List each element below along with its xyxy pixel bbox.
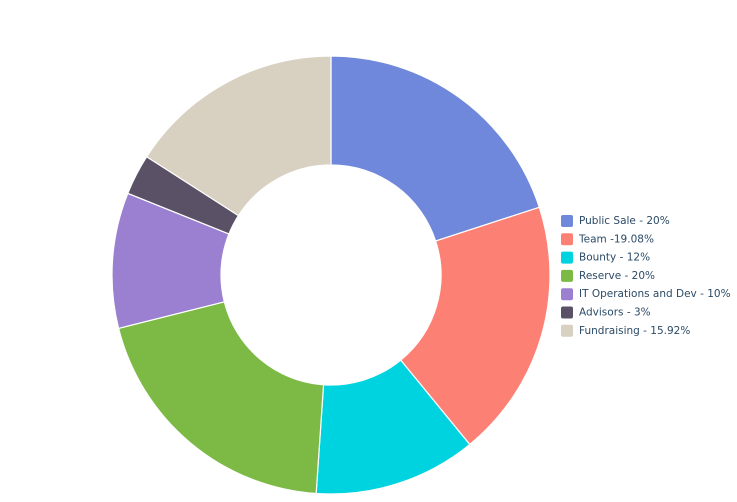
legend-swatch	[561, 324, 573, 337]
legend-label: Bounty - 12%	[579, 252, 650, 264]
legend-label: Fundraising - 15.92%	[579, 325, 690, 337]
legend-swatch	[561, 269, 573, 282]
legend-label: Team -19.08%	[578, 233, 654, 245]
donut-slice	[399, 206, 551, 446]
legend-swatch	[561, 251, 573, 264]
legend-label: Public Sale - 20%	[579, 215, 670, 227]
legend-swatch	[561, 233, 573, 246]
donut-slice	[330, 55, 541, 242]
legend-swatch	[561, 288, 573, 301]
donut-slice	[145, 55, 332, 217]
legend-label: Reserve - 20%	[579, 270, 655, 282]
legend-label: Advisors - 3%	[579, 307, 651, 319]
legend-swatch	[561, 215, 573, 227]
legend-label: IT Operations and Dev - 10%	[579, 288, 731, 300]
legend-swatch	[561, 306, 573, 319]
donut-slice	[117, 301, 325, 495]
